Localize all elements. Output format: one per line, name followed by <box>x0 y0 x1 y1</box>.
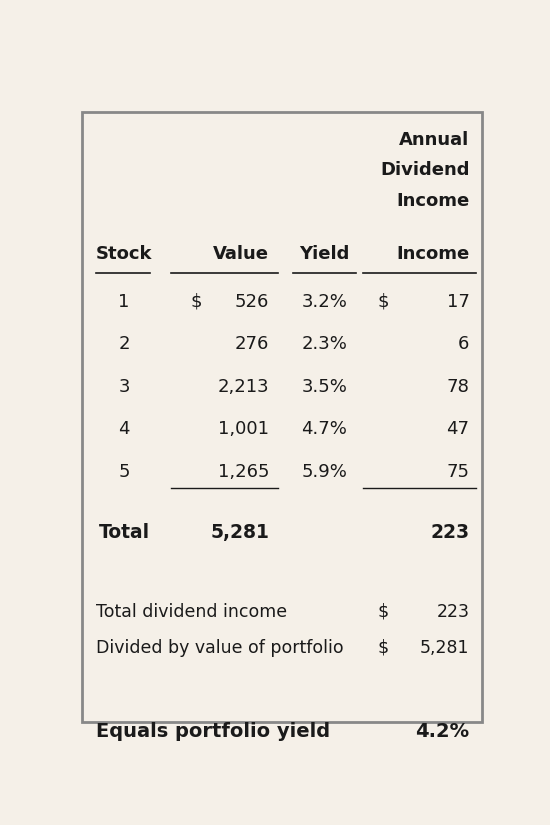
Text: $: $ <box>378 293 389 311</box>
Text: 6: 6 <box>458 335 469 353</box>
Text: 3.2%: 3.2% <box>301 293 348 311</box>
Text: 17: 17 <box>447 293 469 311</box>
Text: 75: 75 <box>447 463 469 481</box>
Text: 223: 223 <box>436 603 469 620</box>
Text: Stock: Stock <box>96 245 152 263</box>
Text: $: $ <box>190 293 202 311</box>
Text: $: $ <box>378 603 389 620</box>
Text: 4.2%: 4.2% <box>415 722 469 741</box>
Text: 5,281: 5,281 <box>420 639 469 657</box>
Text: 3: 3 <box>118 378 130 396</box>
Text: 4.7%: 4.7% <box>301 421 348 438</box>
Text: Dividend: Dividend <box>380 161 469 179</box>
Text: Yield: Yield <box>299 245 350 263</box>
Text: 276: 276 <box>235 335 269 353</box>
Text: Value: Value <box>213 245 269 263</box>
Text: 526: 526 <box>235 293 269 311</box>
Text: 1,265: 1,265 <box>218 463 269 481</box>
Text: Equals portfolio yield: Equals portfolio yield <box>96 722 331 741</box>
Text: Annual: Annual <box>399 131 469 148</box>
Text: Income: Income <box>396 191 469 210</box>
Text: 2.3%: 2.3% <box>301 335 348 353</box>
Text: 2,213: 2,213 <box>217 378 269 396</box>
Text: Total: Total <box>98 523 150 542</box>
FancyBboxPatch shape <box>81 111 482 722</box>
Text: Divided by value of portfolio: Divided by value of portfolio <box>96 639 344 657</box>
Text: 78: 78 <box>447 378 469 396</box>
Text: 1: 1 <box>118 293 130 311</box>
Text: $: $ <box>378 639 389 657</box>
Text: 5.9%: 5.9% <box>301 463 348 481</box>
Text: 4: 4 <box>118 421 130 438</box>
Text: Total dividend income: Total dividend income <box>96 603 288 620</box>
Text: 5,281: 5,281 <box>210 523 269 542</box>
Text: 5: 5 <box>118 463 130 481</box>
Text: Income: Income <box>396 245 469 263</box>
Text: 223: 223 <box>430 523 469 542</box>
Text: 47: 47 <box>447 421 469 438</box>
Text: 1,001: 1,001 <box>218 421 269 438</box>
Text: 2: 2 <box>118 335 130 353</box>
Text: 3.5%: 3.5% <box>301 378 348 396</box>
